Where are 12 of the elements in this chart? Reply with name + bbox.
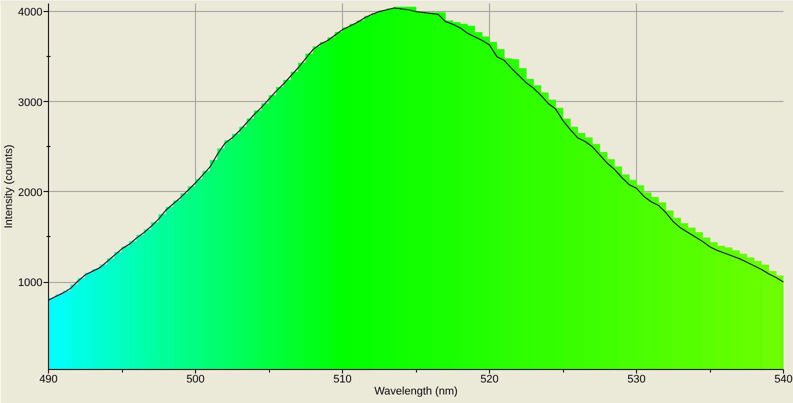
x-tick-label: 540: [774, 374, 793, 386]
x-tick-label: 490: [39, 374, 58, 386]
y-tick-label: 3000: [18, 96, 43, 109]
y-tick-label: 2000: [18, 186, 43, 199]
x-tick-label: 510: [333, 374, 352, 386]
x-axis-title: Wavelength (nm): [374, 386, 458, 398]
y-tick-label: 1000: [18, 277, 43, 290]
y-tick-label: 4000: [18, 6, 43, 19]
x-tick-label: 530: [627, 374, 646, 386]
x-tick-label: 520: [480, 374, 499, 386]
y-axis-title: Intensity (counts): [3, 144, 16, 228]
x-tick-label: 500: [186, 374, 205, 386]
